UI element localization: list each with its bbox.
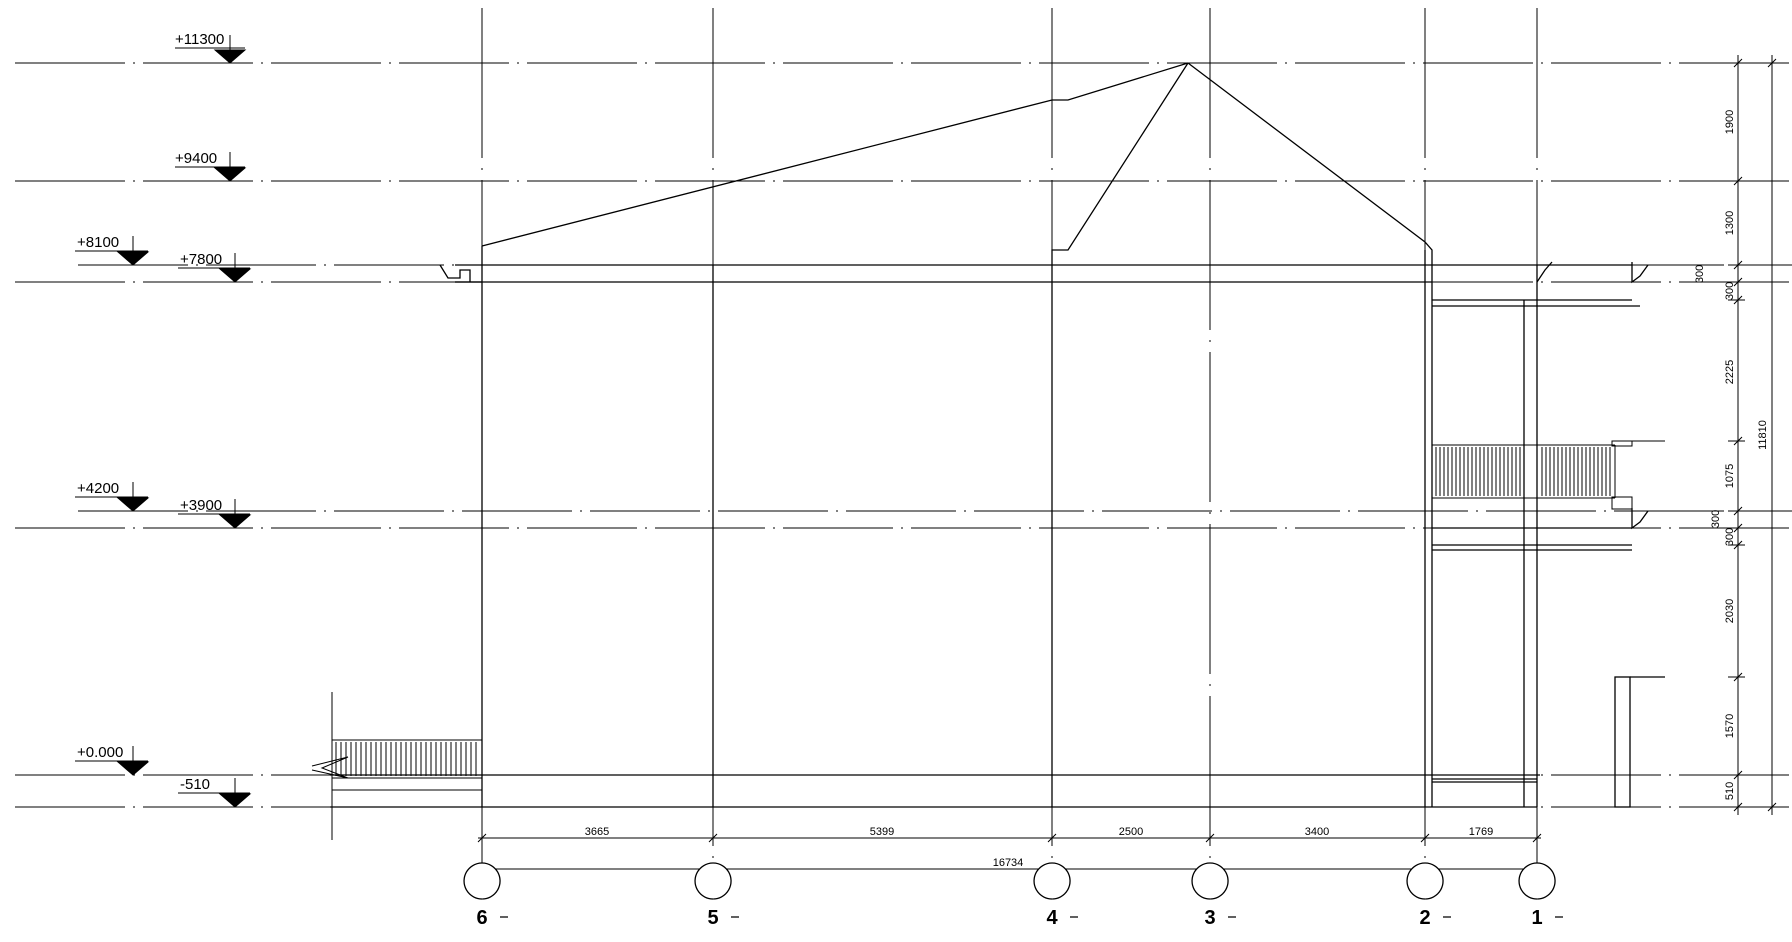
dim-3-2: 3400 (1305, 826, 1329, 838)
dim-2-1: 1769 (1469, 826, 1493, 838)
vdim-300-c: 300 (1710, 510, 1722, 528)
level-lines (15, 62, 1792, 808)
vdim-1300: 1300 (1724, 211, 1736, 235)
grid-labels: 6 5 4 3 2 1 (476, 907, 1542, 929)
vertical-dimension-lines (1728, 55, 1780, 815)
vdim-300-a: 300 (1694, 265, 1706, 283)
dim-6-5: 3665 (585, 826, 609, 838)
grid-label-1: 1 (1531, 907, 1542, 929)
grid-bubbles (463, 862, 1563, 918)
level-label-4200: +4200 (77, 480, 119, 497)
vdim-1075: 1075 (1724, 464, 1736, 488)
level-markers (75, 35, 252, 808)
building-outline (330, 62, 1665, 808)
level-label-3900: +3900 (180, 497, 222, 514)
upper-railing (1432, 440, 1665, 510)
dim-4-3: 2500 (1119, 826, 1143, 838)
grid-label-2: 2 (1419, 907, 1430, 929)
level-label-11300: +11300 (175, 31, 224, 48)
grid-axis-lines (481, 8, 1538, 890)
vdim-300-b: 300 (1724, 282, 1736, 300)
dim-5-4: 5399 (870, 826, 894, 838)
vdim-300-d: 300 (1724, 528, 1736, 546)
grid-label-3: 3 (1204, 907, 1215, 929)
vdim-total: 11810 (1757, 420, 1769, 450)
level-label-minus510: -510 (180, 776, 210, 793)
dim-total-horizontal: 16734 (993, 857, 1024, 869)
level-label-8100: +8100 (77, 234, 119, 251)
vdim-2225: 2225 (1724, 360, 1736, 384)
grid-label-5: 5 (707, 907, 718, 929)
level-label-0: +0.000 (77, 744, 123, 761)
vdim-2030: 2030 (1724, 599, 1736, 623)
level-label-7800: +7800 (180, 251, 222, 268)
horizontal-dimensions: 3665 5399 2500 3400 1769 16734 (585, 826, 1493, 869)
level-label-9400: +9400 (175, 150, 217, 167)
vdim-1900: 1900 (1724, 110, 1736, 134)
vertical-dimensions: 1900 1300 300 300 2225 1075 300 300 2030… (1694, 110, 1769, 800)
grid-label-4: 4 (1046, 907, 1058, 929)
level-labels: +11300 +9400 +8100 +7800 +4200 +3900 +0.… (77, 31, 224, 793)
ground-railing (311, 692, 482, 840)
vdim-510: 510 (1724, 782, 1736, 800)
vdim-1570: 1570 (1724, 714, 1736, 738)
grid-label-6: 6 (476, 907, 487, 929)
